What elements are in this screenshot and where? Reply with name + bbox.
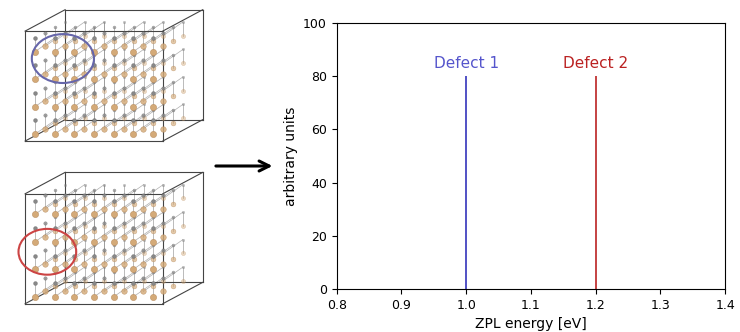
X-axis label: ZPL energy [eV]: ZPL energy [eV] [475,317,587,331]
Text: Defect 1: Defect 1 [434,56,499,71]
Y-axis label: arbitrary units: arbitrary units [283,106,297,206]
Text: Defect 2: Defect 2 [563,56,628,71]
